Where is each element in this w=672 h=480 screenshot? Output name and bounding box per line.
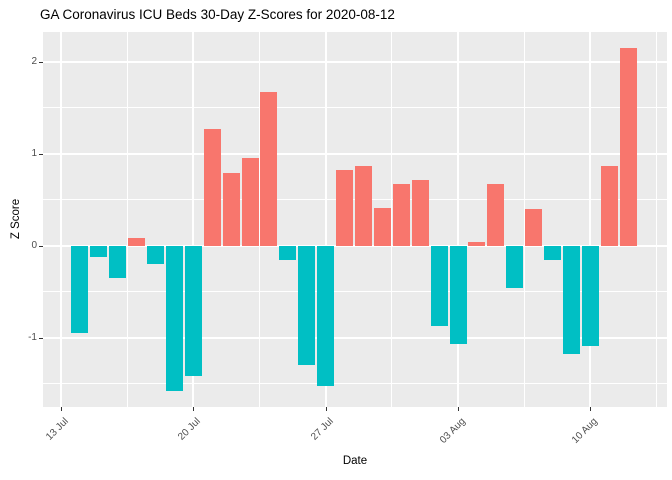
y-tick-mark (39, 153, 43, 155)
gridline-major-v (192, 32, 195, 407)
y-tick-label: 0 (31, 239, 37, 251)
bar-2020-08-11 (600, 165, 618, 246)
gridline-major-h (43, 152, 667, 155)
bar-2020-07-31 (392, 184, 410, 246)
x-tick-mark (193, 407, 195, 411)
bar-2020-08-05 (487, 184, 505, 246)
bar-2020-08-01 (411, 179, 429, 246)
bar-2020-07-25 (279, 245, 297, 260)
x-tick-label: 27 Jul (308, 416, 336, 443)
gridline-minor-v (523, 32, 525, 407)
gridline-major-h (43, 60, 667, 63)
bar-2020-07-20 (184, 245, 202, 377)
x-tick-label: 03 Aug (438, 416, 468, 446)
bar-2020-07-24 (260, 92, 278, 246)
y-tick-label: 2 (31, 55, 37, 67)
y-axis-title: Z Score (10, 198, 22, 240)
gridline-minor-v (126, 32, 128, 407)
x-tick-mark (60, 407, 62, 411)
x-tick-mark (590, 407, 592, 411)
gridline-major-v (457, 32, 460, 407)
bar-2020-08-09 (563, 245, 581, 355)
bar-2020-07-14 (71, 245, 89, 334)
gridline-major-v (324, 32, 327, 407)
gridline-minor-h (43, 107, 667, 109)
bar-2020-07-18 (147, 245, 165, 265)
bar-2020-07-23 (241, 157, 259, 246)
gridline-major-h (43, 336, 667, 339)
bar-2020-07-26 (298, 245, 316, 366)
plot-panel (43, 32, 667, 407)
bar-2020-07-19 (165, 245, 183, 392)
bar-2020-08-04 (468, 242, 486, 246)
gridline-minor-v (656, 32, 658, 407)
bar-2020-07-16 (109, 245, 127, 278)
gridline-major-v (589, 32, 592, 407)
x-tick-label: 10 Aug (570, 416, 601, 446)
bar-2020-07-28 (336, 169, 354, 246)
bar-2020-08-02 (430, 245, 448, 326)
bar-2020-08-08 (544, 245, 562, 260)
x-tick-label: 13 Jul (44, 416, 71, 443)
bar-2020-07-27 (317, 245, 335, 387)
x-tick-label: 20 Jul (176, 416, 204, 443)
gridline-minor-h (43, 291, 667, 293)
y-tick-mark (39, 337, 43, 339)
bar-2020-08-10 (581, 245, 599, 347)
bar-2020-08-06 (506, 245, 524, 289)
x-axis-title: Date (342, 455, 368, 467)
bar-2020-07-15 (90, 245, 108, 257)
y-tick-label: -1 (28, 331, 37, 343)
gridline-minor-v (259, 32, 260, 407)
bar-2020-07-21 (203, 129, 221, 246)
bar-2020-08-12 (619, 48, 637, 246)
y-tick-label: 1 (31, 147, 37, 159)
bar-2020-08-03 (449, 245, 467, 345)
y-tick-mark (39, 61, 43, 63)
gridline-minor-h (43, 383, 667, 385)
x-tick-mark (458, 407, 460, 411)
gridline-major-h (43, 244, 667, 247)
y-tick-mark (39, 245, 43, 247)
bar-2020-07-22 (222, 173, 240, 246)
bar-2020-08-07 (525, 209, 543, 246)
bar-2020-07-30 (373, 208, 391, 246)
bar-2020-07-17 (128, 237, 146, 246)
x-tick-mark (325, 407, 327, 411)
bar-2020-07-29 (355, 165, 373, 246)
chart-title: GA Coronavirus ICU Beds 30-Day Z-Scores … (40, 7, 395, 22)
gridline-minor-v (391, 32, 393, 407)
gridline-major-v (59, 32, 62, 407)
